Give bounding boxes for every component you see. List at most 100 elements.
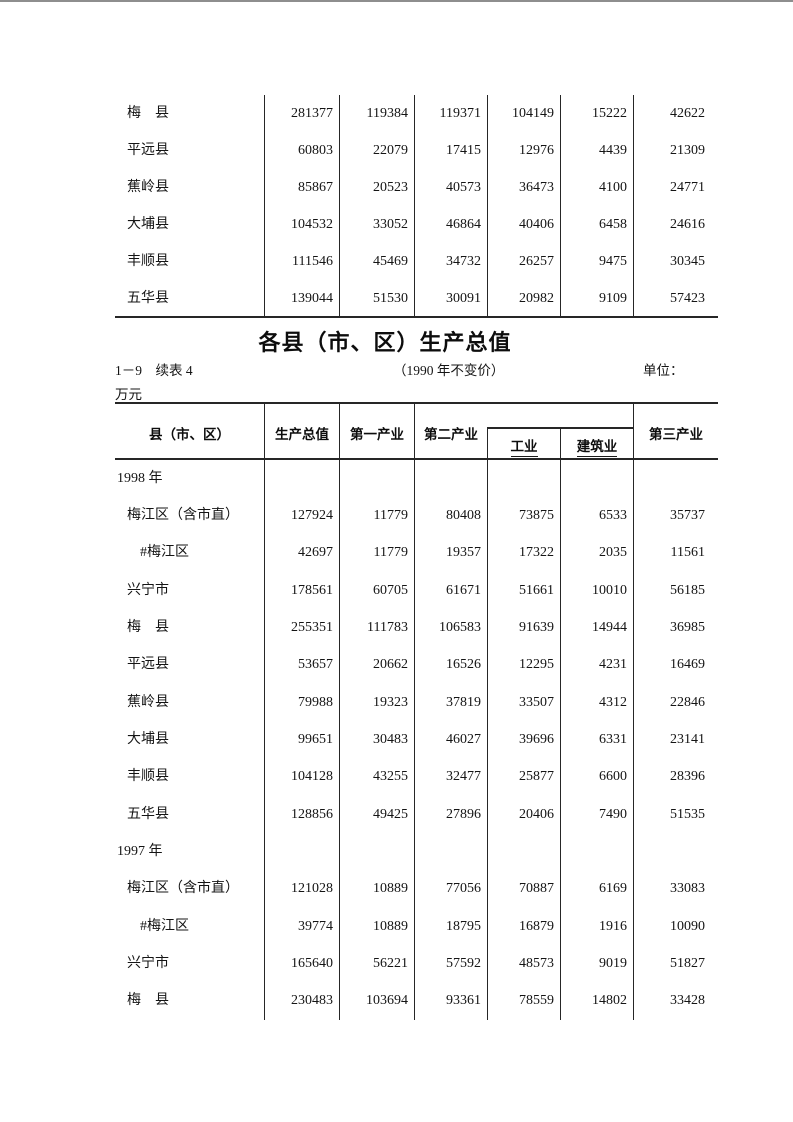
cell-value: 119371 — [414, 95, 487, 133]
cell-value: 39696 — [487, 721, 560, 759]
cell-value: 33507 — [487, 683, 560, 722]
row-label: #梅江区 — [140, 918, 189, 934]
cell-value: 51530 — [339, 280, 414, 318]
cell-value: 10010 — [560, 571, 633, 610]
cell-value — [414, 833, 487, 871]
cell-value: 9109 — [560, 280, 633, 318]
cell-value: 77056 — [414, 870, 487, 908]
row-label: 1997 年 — [117, 843, 163, 859]
cell-value: 178561 — [264, 571, 339, 610]
cell-value: 15222 — [560, 95, 633, 133]
cell-value: 17322 — [487, 534, 560, 572]
cell-value: 230483 — [264, 982, 339, 1020]
cell-value: 4100 — [560, 169, 633, 207]
cell-value: 6331 — [560, 721, 633, 759]
cell-value: 85867 — [264, 169, 339, 207]
row-label: 大埔县 — [127, 217, 169, 233]
cell-value: 19357 — [414, 534, 487, 572]
cell-value: 11779 — [339, 534, 414, 572]
cell-value: 24771 — [633, 169, 718, 207]
cell-value: 10889 — [339, 870, 414, 908]
cell-value — [633, 460, 718, 498]
cell-value: 53657 — [264, 646, 339, 684]
row-label: 梅江区（含市直） — [127, 507, 239, 523]
price-note: （1990 年不变价） — [393, 363, 505, 378]
page-title: 各县（市、区）生产总值 — [258, 330, 512, 355]
cell-value: 35737 — [633, 497, 718, 535]
cell-value: 9019 — [560, 945, 633, 983]
cell-value: 51661 — [487, 571, 560, 610]
row-label: 平远县 — [127, 657, 169, 673]
cell-value: 104532 — [264, 206, 339, 244]
cell-value: 119384 — [339, 95, 414, 133]
cell-value: 36985 — [633, 609, 718, 647]
row-label: 大埔县 — [127, 731, 169, 747]
cell-value: 45469 — [339, 243, 414, 281]
row-label: 蕉岭县 — [127, 179, 169, 195]
cell-value: 99651 — [264, 721, 339, 759]
main-table-header: 县（市、区） 生产总值 第一产业 第二产业 工业 建筑业 第三产业 — [115, 402, 718, 462]
cell-value: 34732 — [414, 243, 487, 281]
cell-value: 17415 — [414, 132, 487, 170]
cell-value: 19323 — [339, 683, 414, 722]
row-label: #梅江区 — [140, 545, 189, 561]
cell-value: 4231 — [560, 646, 633, 684]
cell-value: 51827 — [633, 945, 718, 983]
cell-value: 12295 — [487, 646, 560, 684]
row-label: 梅江区（含市直） — [127, 881, 239, 897]
cell-value: 20523 — [339, 169, 414, 207]
cell-value: 79988 — [264, 683, 339, 722]
cell-value: 93361 — [414, 982, 487, 1020]
cell-value: 20662 — [339, 646, 414, 684]
cell-value: 11779 — [339, 497, 414, 535]
cell-value: 6533 — [560, 497, 633, 535]
header-cell-gdp: 生产总值 — [264, 404, 339, 462]
header-cell-region: 县（市、区） — [149, 427, 230, 442]
unit-value: 万元 — [115, 387, 142, 402]
cell-value: 40573 — [414, 169, 487, 207]
cell-value: 36473 — [487, 169, 560, 207]
cell-value: 80408 — [414, 497, 487, 535]
construction-label: 建筑业 — [576, 435, 618, 457]
cell-value: 14802 — [560, 982, 633, 1020]
cell-value: 26257 — [487, 243, 560, 281]
cell-value: 37819 — [414, 683, 487, 722]
cell-value: 14944 — [560, 609, 633, 647]
row-label: 平远县 — [127, 142, 169, 158]
header-cell-industry: 工业 — [487, 429, 560, 462]
cell-value: 49425 — [339, 795, 414, 834]
cell-value: 51535 — [633, 795, 718, 834]
cell-value: 255351 — [264, 609, 339, 647]
cell-value: 25877 — [487, 758, 560, 796]
cell-value: 9475 — [560, 243, 633, 281]
cell-value — [339, 460, 414, 498]
header-cell-tertiary-industry: 第三产业 — [633, 404, 718, 462]
cell-value: 28396 — [633, 758, 718, 796]
cell-value: 60705 — [339, 571, 414, 610]
cell-value: 57423 — [633, 280, 718, 318]
cell-value: 23141 — [633, 721, 718, 759]
cell-value: 111546 — [264, 243, 339, 281]
table-code: 1－9 续表 4 — [115, 363, 193, 378]
cell-value: 42697 — [264, 534, 339, 572]
cell-value: 127924 — [264, 497, 339, 535]
cell-value: 61671 — [414, 571, 487, 610]
cell-value: 42622 — [633, 95, 718, 133]
cell-value: 48573 — [487, 945, 560, 983]
cell-value: 16469 — [633, 646, 718, 684]
cell-value: 106583 — [414, 609, 487, 647]
cell-value: 33052 — [339, 206, 414, 244]
cell-value: 46027 — [414, 721, 487, 759]
row-label: 丰顺县 — [127, 769, 169, 785]
cell-value: 30483 — [339, 721, 414, 759]
cell-value: 281377 — [264, 95, 339, 133]
cell-value: 139044 — [264, 280, 339, 318]
cell-value: 111783 — [339, 609, 414, 647]
cell-value: 56221 — [339, 945, 414, 983]
header-cell-primary-industry: 第一产业 — [339, 404, 414, 462]
cell-value: 73875 — [487, 497, 560, 535]
cell-value — [339, 833, 414, 871]
row-label: 丰顺县 — [127, 254, 169, 270]
cell-value: 7490 — [560, 795, 633, 834]
cell-value: 21309 — [633, 132, 718, 170]
